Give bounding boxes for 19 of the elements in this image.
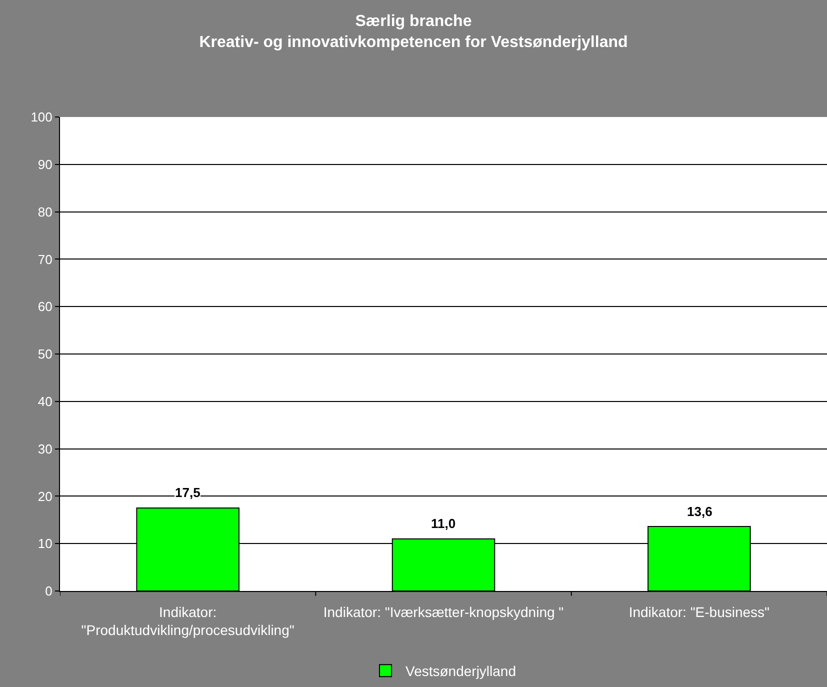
- y-tick-label: 10: [38, 536, 52, 552]
- data-label: 17,5: [175, 485, 200, 500]
- y-tick-label: 80: [38, 204, 52, 220]
- y-tick-label: 30: [38, 441, 52, 456]
- data-label: 11,0: [431, 516, 456, 531]
- y-tick-label: 50: [38, 346, 52, 362]
- y-tick-label: 90: [38, 156, 52, 172]
- x-tick-label: Indikator: "E-business": [628, 604, 770, 620]
- y-tick-label: 20: [38, 488, 52, 504]
- chart-title: Særlig branche Kreativ- og innovativkompetencen for Vestsønderjylland: [199, 13, 628, 51]
- y-tick-label: 60: [38, 299, 52, 314]
- y-tick-label: 70: [38, 252, 52, 267]
- legend-label: Vestsønderjylland: [406, 663, 516, 680]
- x-tick-label: Indikator: "Iværksætter-knopskydning ": [323, 604, 564, 620]
- y-tick-label: 100: [30, 110, 52, 125]
- x-tick-label: Indikator: "Produktudvikling/procesudvikling": [81, 604, 294, 638]
- data-label: 13,6: [687, 504, 712, 519]
- y-tick-label: 40: [38, 394, 52, 409]
- y-tick-label: 0: [45, 584, 52, 599]
